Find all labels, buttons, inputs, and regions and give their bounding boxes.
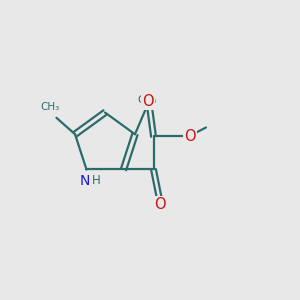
Text: CH₃: CH₃: [41, 102, 60, 112]
Text: O: O: [142, 94, 154, 109]
Text: N: N: [80, 174, 90, 188]
Text: H: H: [92, 174, 101, 188]
Text: O: O: [154, 197, 166, 212]
Text: CH₃: CH₃: [137, 95, 157, 105]
Text: O: O: [184, 129, 196, 144]
